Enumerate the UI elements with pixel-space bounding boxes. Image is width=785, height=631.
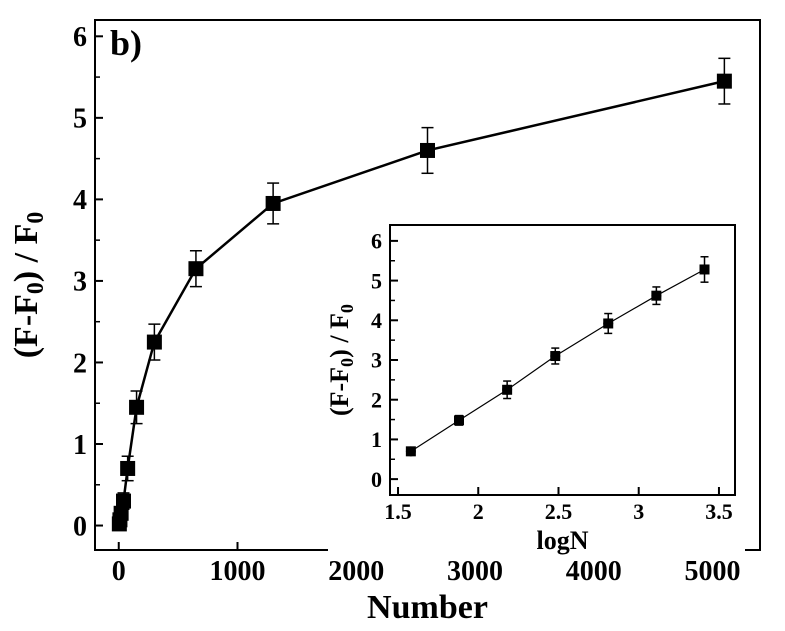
svg-text:3000: 3000 <box>447 556 503 587</box>
svg-text:2: 2 <box>371 387 382 412</box>
svg-text:3.5: 3.5 <box>705 499 733 524</box>
svg-text:2: 2 <box>73 348 87 379</box>
svg-text:1.5: 1.5 <box>384 499 412 524</box>
svg-text:5: 5 <box>371 268 382 293</box>
svg-text:1000: 1000 <box>210 556 266 587</box>
svg-text:0: 0 <box>371 467 382 492</box>
svg-text:2: 2 <box>473 499 484 524</box>
svg-text:logN: logN <box>537 526 589 555</box>
svg-text:4: 4 <box>73 185 87 216</box>
svg-text:0: 0 <box>73 511 87 542</box>
svg-text:2.5: 2.5 <box>545 499 573 524</box>
svg-text:Number: Number <box>367 589 488 626</box>
panel-label: b) <box>110 23 142 63</box>
svg-text:0: 0 <box>112 556 126 587</box>
svg-text:2000: 2000 <box>328 556 384 587</box>
svg-text:5000: 5000 <box>685 556 741 587</box>
svg-text:1: 1 <box>73 430 87 461</box>
svg-text:4: 4 <box>371 308 382 333</box>
svg-text:6: 6 <box>73 22 87 53</box>
svg-text:5: 5 <box>73 104 87 135</box>
svg-text:(F-F0) / F0: (F-F0) / F0 <box>8 212 49 359</box>
svg-text:1: 1 <box>371 427 382 452</box>
svg-text:6: 6 <box>371 229 382 254</box>
svg-text:3: 3 <box>633 499 644 524</box>
chart-svg: 0 1000 2000 3000 4000 5000 0 1 2 3 4 5 6 Number (F-F0)… <box>0 0 785 631</box>
svg-text:3: 3 <box>371 348 382 373</box>
svg-text:3: 3 <box>73 267 87 298</box>
figure-panel-b: 0 1000 2000 3000 4000 5000 0 1 2 3 4 5 6 Number (F-F0)… <box>0 0 785 631</box>
svg-text:4000: 4000 <box>566 556 622 587</box>
